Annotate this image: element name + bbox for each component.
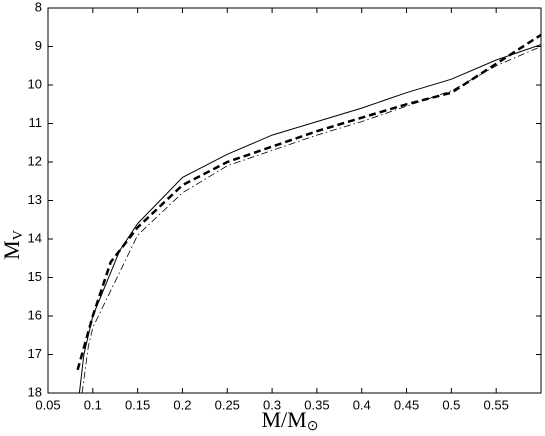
- series-line: [81, 46, 541, 393]
- y-tick-label: 14: [28, 230, 42, 245]
- y-axis-label: MV: [0, 230, 26, 260]
- series-line: [76, 33, 541, 371]
- x-tick-label: 0.3: [263, 397, 281, 412]
- y-label-sub: V: [11, 230, 26, 240]
- series-line: [78, 44, 541, 393]
- y-tick-label: 15: [28, 269, 42, 284]
- y-tick-label: 18: [28, 384, 42, 399]
- x-tick-label: 0.25: [215, 397, 240, 412]
- x-tick-label: 0.15: [125, 397, 150, 412]
- x-tick-label: 0.5: [442, 397, 460, 412]
- y-tick-label: 9: [35, 38, 42, 53]
- x-label-sub: ⊙: [307, 419, 319, 434]
- y-tick-label: 10: [28, 76, 42, 91]
- x-tick-label: 0.2: [173, 397, 191, 412]
- y-tick-label: 16: [28, 307, 42, 322]
- y-tick-label: 8: [35, 0, 42, 14]
- x-axis-label: M/M⊙: [262, 407, 319, 434]
- y-tick-label: 12: [28, 153, 42, 168]
- x-tick-label: 0.45: [394, 397, 419, 412]
- x-tick-label: 0.05: [35, 397, 60, 412]
- x-tick-label: 0.55: [484, 397, 509, 412]
- y-tick-label: 17: [28, 346, 42, 361]
- y-tick-label: 13: [28, 192, 42, 207]
- x-tick-label: 0.4: [353, 397, 371, 412]
- x-tick-label: 0.35: [304, 397, 329, 412]
- y-label-main: M: [0, 240, 24, 260]
- x-label-main: M/M: [262, 407, 307, 432]
- x-tick-label: 0.1: [84, 397, 102, 412]
- plot-frame: [47, 7, 542, 394]
- y-tick-label: 11: [29, 115, 43, 130]
